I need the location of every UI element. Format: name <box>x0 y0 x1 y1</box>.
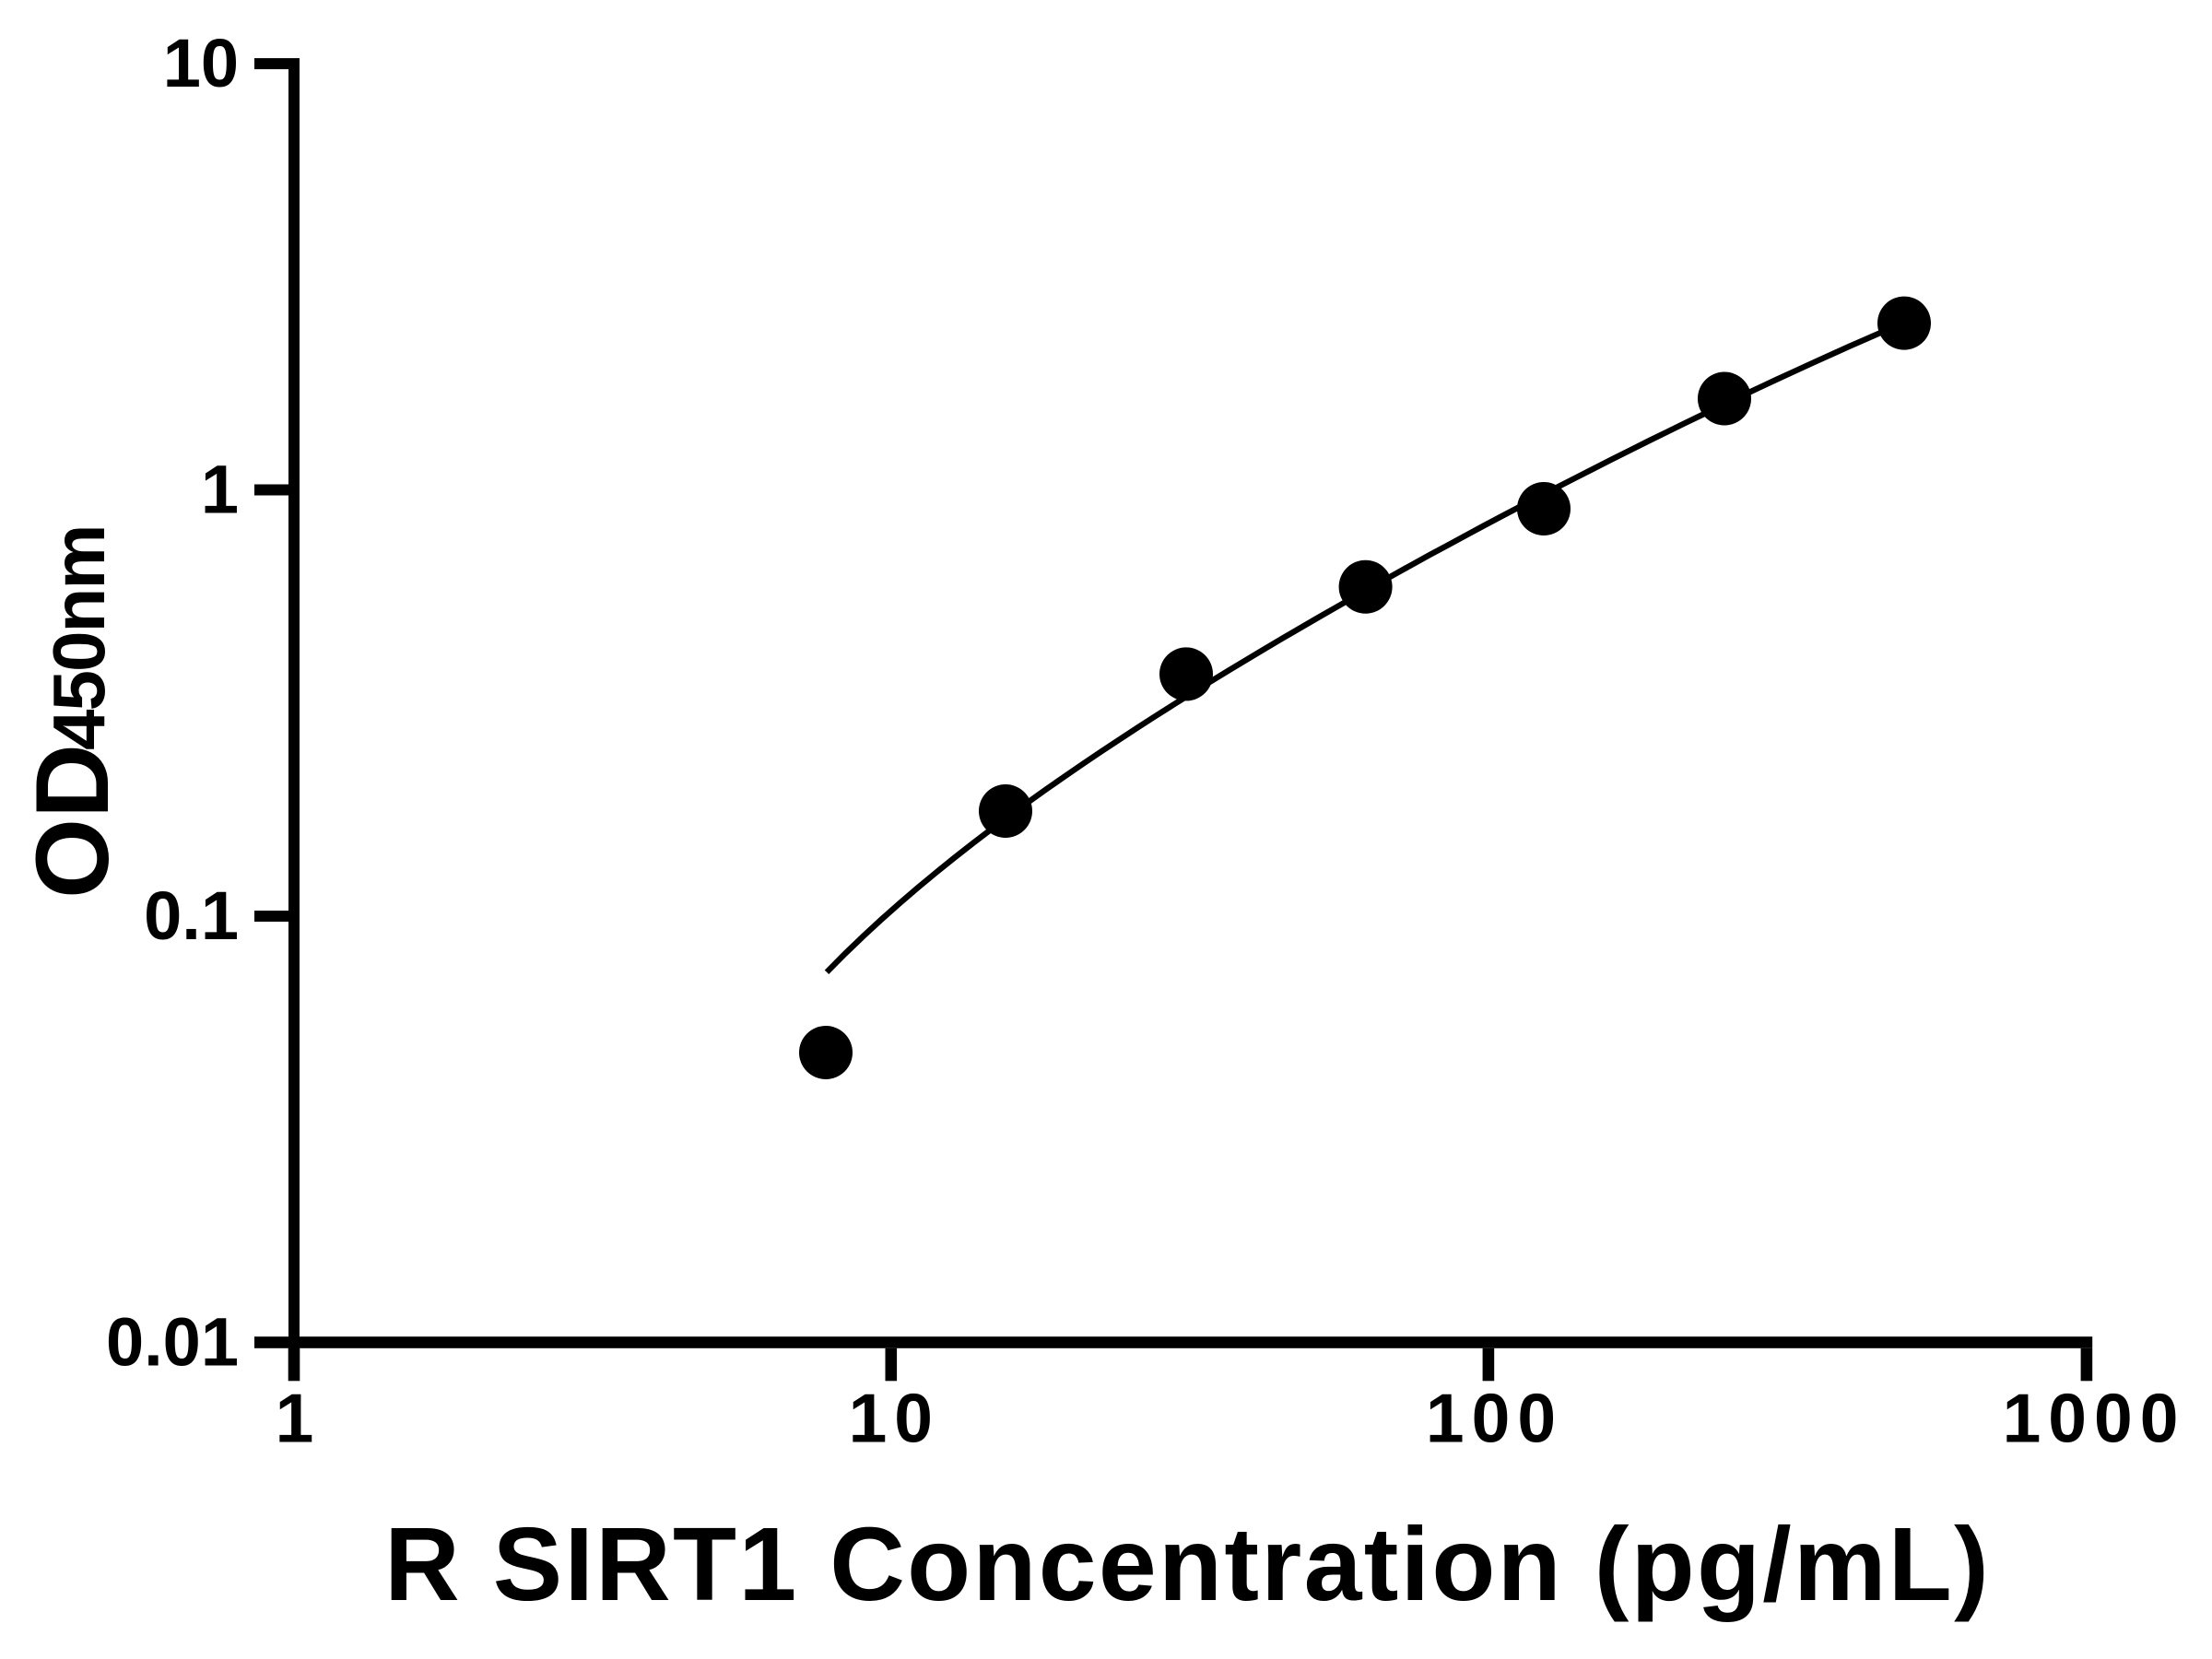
svg-text:1: 1 <box>201 452 239 528</box>
svg-text:1000: 1000 <box>2003 1380 2186 1457</box>
svg-text:0.01: 0.01 <box>106 1304 239 1381</box>
svg-text:1: 1 <box>276 1380 322 1457</box>
svg-text:10: 10 <box>163 25 239 101</box>
svg-text:10: 10 <box>849 1380 940 1457</box>
svg-text:0.1: 0.1 <box>144 877 239 954</box>
svg-text:100: 100 <box>1426 1380 1563 1457</box>
svg-text:R SIRT1 Concentration (pg/mL): R SIRT1 Concentration (pg/mL) <box>384 1506 1991 1622</box>
